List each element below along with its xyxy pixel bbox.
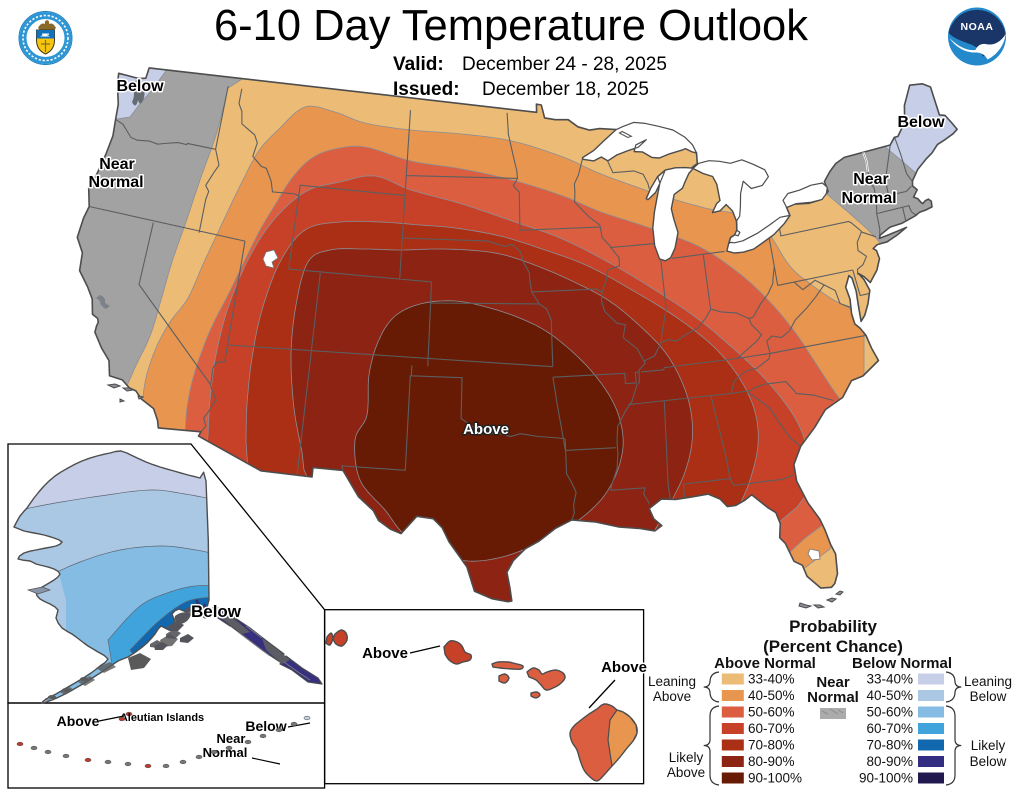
svg-text:Probability: Probability — [789, 617, 877, 636]
svg-text:Leaning: Leaning — [648, 674, 696, 689]
svg-text:Near: Near — [217, 731, 246, 746]
svg-text:Near: Near — [99, 156, 135, 173]
svg-text:80-90%: 80-90% — [748, 754, 795, 769]
svg-text:Above: Above — [667, 765, 705, 780]
svg-text:Above Normal: Above Normal — [714, 655, 816, 672]
svg-text:60-70%: 60-70% — [866, 721, 913, 736]
svg-text:Issued:: Issued: — [393, 79, 460, 100]
svg-text:NOAA: NOAA — [961, 21, 994, 33]
svg-text:6-10 Day Temperature Outlook: 6-10 Day Temperature Outlook — [214, 2, 808, 50]
svg-text:Near: Near — [816, 674, 850, 691]
svg-text:Leaning: Leaning — [964, 674, 1012, 689]
svg-text:40-50%: 40-50% — [866, 688, 913, 703]
svg-text:90-100%: 90-100% — [859, 771, 913, 786]
svg-text:Below: Below — [970, 754, 1007, 769]
svg-text:Above: Above — [57, 713, 100, 729]
svg-text:Normal: Normal — [841, 190, 896, 207]
svg-text:Below Normal: Below Normal — [852, 655, 952, 672]
svg-text:Valid:: Valid: — [393, 54, 444, 75]
svg-text:Below: Below — [970, 689, 1007, 704]
svg-text:Above: Above — [653, 689, 691, 704]
svg-text:50-60%: 50-60% — [866, 705, 913, 720]
svg-text:40-50%: 40-50% — [748, 688, 795, 703]
svg-text:Normal: Normal — [203, 745, 248, 760]
svg-text:Above: Above — [362, 645, 408, 662]
svg-text:33-40%: 33-40% — [866, 672, 913, 687]
svg-text:33-40%: 33-40% — [748, 672, 795, 687]
svg-text:Likely: Likely — [971, 738, 1006, 753]
svg-text:Below: Below — [897, 114, 945, 131]
svg-text:Below: Below — [116, 78, 164, 95]
svg-text:90-100%: 90-100% — [748, 771, 802, 786]
svg-text:Near: Near — [853, 171, 889, 188]
svg-text:70-80%: 70-80% — [866, 738, 913, 753]
svg-text:60-70%: 60-70% — [748, 721, 795, 736]
svg-text:50-60%: 50-60% — [748, 705, 795, 720]
svg-text:Aleutian Islands: Aleutian Islands — [120, 712, 204, 724]
svg-text:Below: Below — [191, 602, 242, 621]
svg-text:Normal: Normal — [88, 174, 143, 191]
svg-text:Above: Above — [463, 421, 509, 438]
svg-text:80-90%: 80-90% — [866, 754, 913, 769]
svg-text:(Percent Chance): (Percent Chance) — [763, 637, 903, 656]
svg-text:December 24 - 28, 2025: December 24 - 28, 2025 — [462, 54, 667, 75]
svg-text:Above: Above — [601, 659, 647, 676]
svg-text:70-80%: 70-80% — [748, 738, 795, 753]
svg-text:Normal: Normal — [807, 689, 859, 706]
svg-text:December 18, 2025: December 18, 2025 — [482, 79, 649, 100]
svg-text:Likely: Likely — [669, 750, 704, 765]
